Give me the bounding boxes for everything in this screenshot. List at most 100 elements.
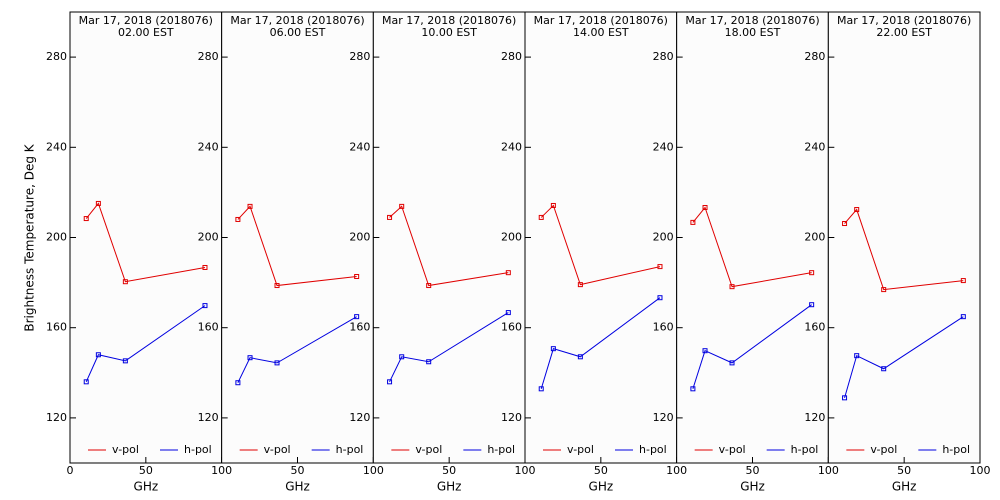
- x-axis-label: GHz: [437, 480, 462, 494]
- point: [538, 214, 544, 220]
- x-axis-label: GHz: [740, 480, 765, 494]
- panel-title: Mar 17, 2018 (2018076): [837, 14, 971, 27]
- series-line: [389, 312, 509, 383]
- panel-subtitle: 10.00 EST: [421, 26, 477, 39]
- point: [854, 207, 860, 213]
- point: [202, 264, 208, 270]
- point: [274, 283, 280, 289]
- point: [122, 279, 128, 285]
- point: [577, 282, 583, 288]
- y-tick-label: 120: [198, 411, 219, 424]
- y-tick-label: 240: [46, 140, 67, 153]
- x-tick-label: 100: [970, 464, 991, 477]
- panel: [69, 11, 223, 464]
- panel: [524, 11, 678, 464]
- series-line: [540, 204, 661, 286]
- point: [399, 354, 405, 360]
- y-tick-label: 200: [804, 231, 825, 244]
- y-axis-label: Brightness Temperature, Deg K: [23, 143, 37, 331]
- series-line: [389, 205, 509, 287]
- point: [274, 360, 280, 366]
- point: [235, 216, 241, 222]
- y-tick-label: 240: [653, 140, 674, 153]
- panel: [372, 11, 526, 464]
- point: [690, 386, 696, 392]
- point: [426, 359, 432, 365]
- y-tick-label: 120: [46, 411, 67, 424]
- point: [729, 360, 735, 366]
- x-tick-label: 100: [515, 464, 536, 477]
- x-tick-label: 50: [291, 464, 305, 477]
- legend-label: h-pol: [487, 443, 515, 456]
- x-axis-label: GHz: [134, 480, 159, 494]
- x-tick-label: 100: [211, 464, 232, 477]
- point: [702, 205, 708, 211]
- point: [842, 221, 848, 227]
- series-line: [540, 297, 661, 389]
- y-tick-label: 280: [46, 50, 67, 63]
- legend-label: v-pol: [870, 443, 897, 456]
- series-line: [237, 205, 357, 287]
- y-tick-label: 160: [198, 321, 219, 334]
- point: [354, 274, 360, 280]
- point: [809, 270, 815, 276]
- x-tick-label: 100: [666, 464, 687, 477]
- point: [729, 284, 735, 290]
- y-tick-label: 280: [501, 50, 522, 63]
- panel-title: Mar 17, 2018 (2018076): [685, 14, 819, 27]
- x-tick-label: 50: [594, 464, 608, 477]
- series-line: [692, 304, 812, 389]
- point: [577, 354, 583, 360]
- point: [95, 352, 101, 358]
- y-tick-label: 120: [804, 411, 825, 424]
- y-tick-label: 120: [349, 411, 370, 424]
- legend-label: h-pol: [184, 443, 212, 456]
- series-line: [692, 206, 812, 288]
- panel-subtitle: 02.00 EST: [118, 26, 174, 39]
- y-tick-label: 280: [349, 50, 370, 63]
- point: [235, 380, 241, 386]
- y-tick-label: 160: [804, 321, 825, 334]
- x-axis-label: GHz: [589, 480, 614, 494]
- x-tick-label: 50: [897, 464, 911, 477]
- panel-title: Mar 17, 2018 (2018076): [382, 14, 516, 27]
- y-tick-label: 160: [349, 321, 370, 334]
- point: [354, 314, 360, 320]
- series-line: [85, 202, 206, 283]
- point: [83, 379, 89, 385]
- point: [538, 386, 544, 392]
- y-tick-label: 240: [804, 140, 825, 153]
- x-tick-label: 0: [67, 464, 74, 477]
- y-tick-label: 200: [653, 231, 674, 244]
- y-tick-label: 280: [653, 50, 674, 63]
- x-tick-label: 50: [746, 464, 760, 477]
- point: [550, 202, 556, 208]
- y-tick-label: 120: [501, 411, 522, 424]
- point: [202, 303, 208, 309]
- y-tick-label: 120: [653, 411, 674, 424]
- x-tick-label: 50: [139, 464, 153, 477]
- y-tick-label: 200: [349, 231, 370, 244]
- panel-title: Mar 17, 2018 (2018076): [534, 14, 668, 27]
- series-line: [844, 316, 964, 398]
- point: [247, 203, 253, 209]
- legend-label: v-pol: [112, 443, 139, 456]
- y-tick-label: 200: [46, 231, 67, 244]
- point: [854, 353, 860, 359]
- y-tick-label: 200: [198, 231, 219, 244]
- point: [960, 278, 966, 284]
- legend-label: v-pol: [567, 443, 594, 456]
- panel-title: Mar 17, 2018 (2018076): [230, 14, 364, 27]
- point: [842, 395, 848, 401]
- panel: [676, 11, 829, 464]
- x-tick-label: 100: [363, 464, 384, 477]
- panel-subtitle: 06.00 EST: [270, 26, 326, 39]
- x-tick-label: 100: [818, 464, 839, 477]
- series-line: [844, 208, 964, 291]
- point: [657, 264, 663, 270]
- panel-title: Mar 17, 2018 (2018076): [79, 14, 213, 27]
- point: [657, 295, 663, 301]
- point: [387, 379, 393, 385]
- y-tick-label: 280: [804, 50, 825, 63]
